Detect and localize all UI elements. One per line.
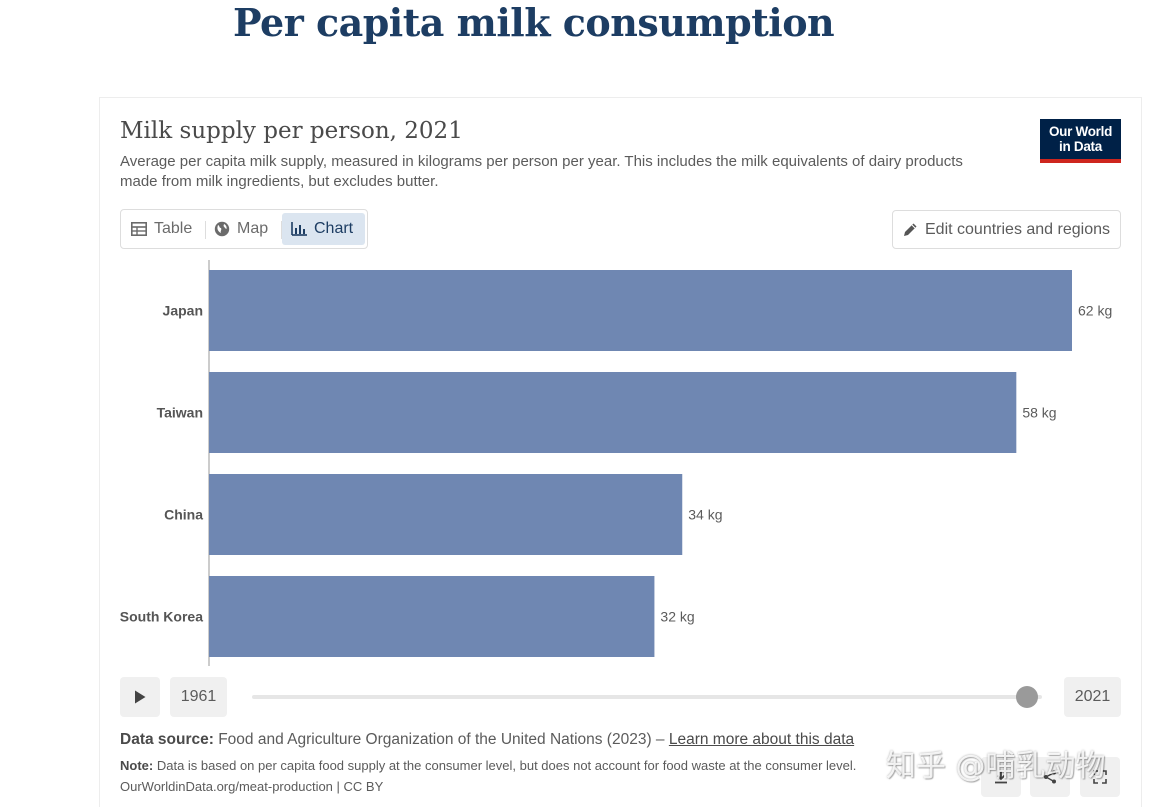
bar-china[interactable]: [209, 474, 683, 555]
edit-countries-button[interactable]: Edit countries and regions: [892, 210, 1121, 249]
page-title: Per capita milk consumption: [233, 0, 835, 45]
globe-icon: [214, 221, 230, 237]
pencil-icon: [904, 223, 917, 236]
source-label: Data source:: [120, 731, 214, 748]
data-source: Data source: Food and Agriculture Organi…: [120, 731, 854, 749]
tab-map-label: Map: [237, 220, 269, 237]
category-label: Japan: [163, 303, 203, 319]
play-button[interactable]: [120, 677, 160, 717]
value-label: 34 kg: [688, 507, 722, 523]
timeline-slider-track[interactable]: [252, 695, 1042, 699]
timeline-end-year[interactable]: 2021: [1064, 677, 1121, 717]
value-label: 58 kg: [1022, 405, 1056, 421]
value-label: 62 kg: [1078, 303, 1112, 319]
play-icon: [135, 690, 146, 704]
logo-line-1: Our World: [1048, 124, 1113, 139]
category-label: Taiwan: [157, 405, 203, 421]
tab-divider: [205, 221, 206, 239]
bars: Japan 62 kg Taiwan 58 kg China 34 kg South Kor…: [120, 270, 1112, 657]
watermark: 知乎 @哺乳动物: [886, 749, 1106, 784]
note-text: Data is based on per capita food supply …: [156, 758, 857, 773]
tab-divider: [281, 221, 282, 239]
expand-icon: [1093, 770, 1107, 784]
note-label: Note:: [120, 758, 154, 773]
share-button[interactable]: [1030, 757, 1070, 797]
tab-table-label: Table: [154, 220, 193, 237]
category-label: South Korea: [120, 609, 203, 625]
download-button[interactable]: [981, 757, 1021, 797]
value-label: 32 kg: [660, 609, 694, 625]
bar-taiwan[interactable]: [209, 372, 1017, 453]
download-icon: [995, 771, 1007, 784]
table-icon: [131, 222, 147, 236]
edit-countries-label: Edit countries and regions: [925, 220, 1110, 238]
tab-chart[interactable]: Chart: [282, 213, 365, 245]
license-text: OurWorldinData.org/meat-production | CC …: [120, 779, 384, 794]
tab-chart-label: Chart: [314, 220, 354, 237]
logo-line-2: in Data: [1059, 139, 1102, 154]
source-text: Food and Agriculture Organization of the…: [218, 731, 665, 748]
chart-title: Milk supply per person, 2021: [120, 118, 463, 144]
learn-more-link[interactable]: Learn more about this data: [668, 731, 855, 748]
chart-icon: [291, 222, 307, 236]
tab-table[interactable]: Table: [131, 213, 192, 245]
timeline-start-year[interactable]: 1961: [170, 677, 227, 717]
timeline-slider-handle[interactable]: [1016, 686, 1038, 708]
tab-map[interactable]: Map: [214, 213, 268, 245]
chart-note: Note: Data is based on per capita food s…: [120, 758, 856, 773]
chart-subtitle: Average per capita milk supply, measured…: [120, 153, 963, 190]
bar-south-korea[interactable]: [209, 576, 655, 657]
fullscreen-button[interactable]: [1080, 757, 1120, 797]
owid-logo[interactable]: Our World in Data: [1040, 119, 1121, 163]
category-label: China: [164, 507, 203, 523]
share-icon: [1044, 770, 1056, 784]
bar-japan[interactable]: [209, 270, 1072, 351]
view-tabs: Table Map Chart: [120, 209, 368, 249]
